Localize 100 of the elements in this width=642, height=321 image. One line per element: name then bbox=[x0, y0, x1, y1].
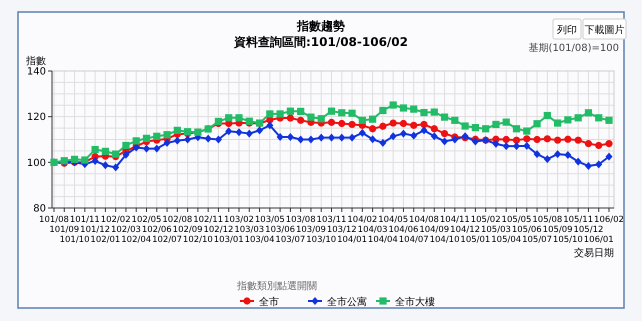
x-tick-label: 103/10 bbox=[306, 235, 336, 245]
y-axis-title: 指數 bbox=[25, 55, 46, 67]
x-tick-label: 102/01 bbox=[90, 235, 120, 245]
point bbox=[132, 137, 140, 144]
point bbox=[286, 108, 294, 115]
point bbox=[410, 122, 418, 129]
x-tick-label: 103/11 bbox=[316, 215, 346, 225]
x-tick-label: 104/07 bbox=[398, 235, 429, 245]
x-tick-label: 103/07 bbox=[275, 235, 306, 245]
point bbox=[605, 116, 613, 124]
y-tick-label: 100 bbox=[26, 158, 46, 169]
point bbox=[369, 135, 376, 144]
x-tick-label: 103/06 bbox=[265, 225, 296, 235]
point bbox=[338, 134, 346, 142]
point bbox=[379, 122, 386, 130]
x-tick-label: 103/04 bbox=[244, 235, 275, 245]
point bbox=[214, 136, 222, 144]
point bbox=[70, 156, 78, 163]
point bbox=[400, 130, 407, 138]
point bbox=[379, 106, 386, 114]
point bbox=[523, 127, 530, 135]
x-tick-label: 103/05 bbox=[254, 215, 285, 225]
chart-subtitle: 資料查詢區間:101/08-106/02 bbox=[232, 35, 408, 49]
point bbox=[534, 150, 541, 158]
x-tick-label: 104/05 bbox=[378, 215, 408, 225]
point bbox=[462, 122, 469, 130]
point bbox=[533, 136, 541, 144]
point bbox=[440, 130, 448, 138]
point bbox=[112, 150, 120, 158]
point bbox=[544, 155, 551, 164]
point bbox=[328, 134, 335, 142]
point bbox=[297, 116, 304, 124]
point bbox=[554, 119, 562, 127]
x-tick-label: 102/10 bbox=[182, 235, 213, 245]
x-tick-label: 101/12 bbox=[80, 225, 110, 235]
point bbox=[430, 132, 438, 140]
x-tick-label: 102/03 bbox=[110, 225, 141, 235]
point bbox=[513, 142, 520, 150]
point bbox=[92, 156, 99, 165]
point bbox=[204, 134, 212, 143]
x-tick-label: 104/12 bbox=[450, 225, 480, 235]
x-tick-label: 105/12 bbox=[573, 225, 604, 235]
point bbox=[492, 140, 500, 148]
x-tick-label: 102/12 bbox=[203, 225, 234, 235]
point bbox=[554, 150, 562, 158]
x-tick-label: 103/03 bbox=[234, 225, 264, 235]
point bbox=[574, 136, 582, 144]
chart-title: 指數趨勢 bbox=[296, 19, 345, 33]
point bbox=[451, 136, 458, 144]
x-tick-label: 104/11 bbox=[440, 215, 470, 225]
point bbox=[307, 136, 314, 144]
download-button: 下載圖片 bbox=[582, 18, 626, 40]
x-tick-label: 105/08 bbox=[532, 215, 562, 225]
point bbox=[174, 136, 181, 145]
point bbox=[512, 136, 520, 144]
point bbox=[605, 140, 613, 148]
point bbox=[482, 125, 490, 132]
point bbox=[523, 142, 530, 150]
point bbox=[142, 134, 150, 142]
point bbox=[472, 124, 479, 132]
point bbox=[441, 137, 448, 146]
point bbox=[235, 114, 243, 122]
point bbox=[286, 132, 294, 141]
point bbox=[122, 142, 130, 150]
point bbox=[246, 130, 253, 138]
point bbox=[236, 128, 242, 136]
x-tick-label: 103/02 bbox=[224, 215, 254, 225]
point bbox=[122, 150, 130, 159]
point bbox=[163, 131, 171, 138]
point bbox=[348, 120, 356, 128]
x-tick-label: 103/09 bbox=[296, 225, 326, 235]
point bbox=[338, 109, 346, 116]
x-tick-label: 105/01 bbox=[460, 235, 490, 245]
point bbox=[564, 116, 572, 124]
print-button: 列印 bbox=[552, 18, 582, 40]
point bbox=[307, 114, 315, 121]
point bbox=[564, 136, 572, 143]
point bbox=[574, 158, 582, 166]
point bbox=[328, 118, 336, 126]
y-tick-label: 140 bbox=[26, 66, 46, 78]
point bbox=[112, 163, 120, 172]
x-tick-label: 104/03 bbox=[358, 225, 388, 235]
point bbox=[451, 116, 458, 124]
point bbox=[595, 142, 602, 150]
point bbox=[276, 110, 284, 118]
x-tick-label: 104/02 bbox=[347, 215, 378, 225]
point bbox=[102, 148, 109, 155]
point bbox=[266, 121, 274, 130]
point bbox=[595, 160, 602, 168]
x-tick-label: 105/06 bbox=[512, 225, 542, 235]
point bbox=[153, 144, 160, 153]
point bbox=[390, 119, 397, 127]
point bbox=[348, 134, 356, 142]
point bbox=[81, 156, 88, 164]
point bbox=[297, 136, 304, 144]
point bbox=[184, 136, 192, 144]
point bbox=[502, 118, 510, 126]
point bbox=[92, 146, 99, 154]
x-tick-label: 104/01 bbox=[337, 235, 368, 245]
point bbox=[369, 125, 376, 132]
